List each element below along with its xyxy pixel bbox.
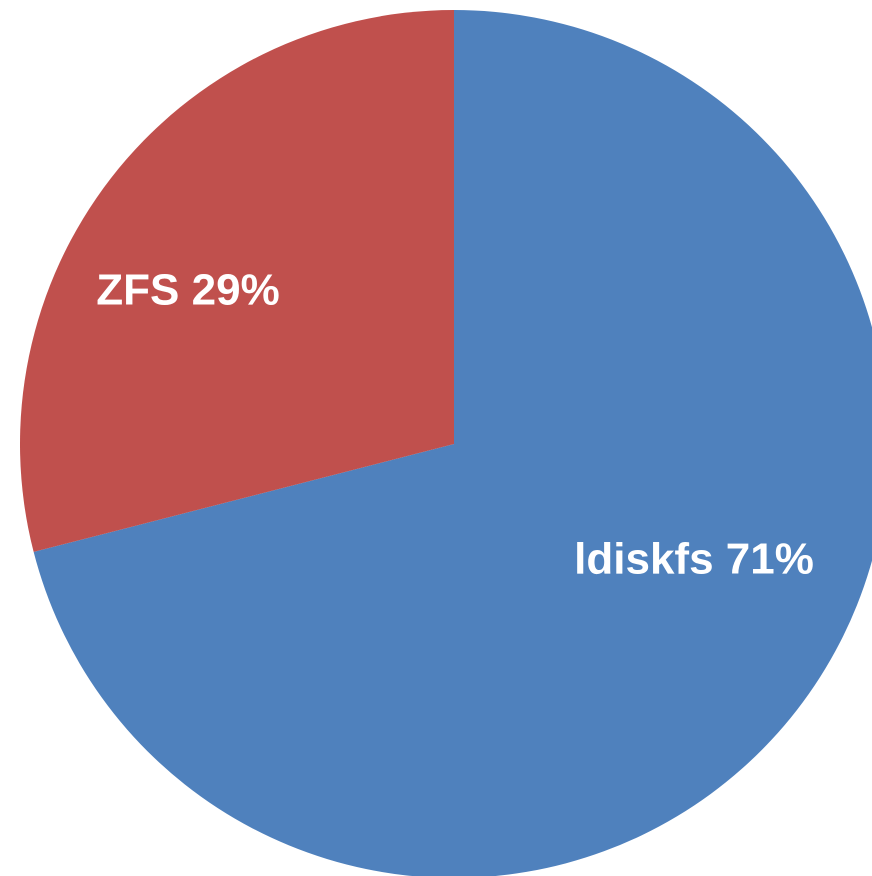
pie-slice	[33, 10, 872, 876]
pie-slice	[19, 10, 455, 552]
data-label: ZFS 29%	[96, 266, 279, 315]
data-label: ldiskfs 71%	[574, 535, 814, 584]
